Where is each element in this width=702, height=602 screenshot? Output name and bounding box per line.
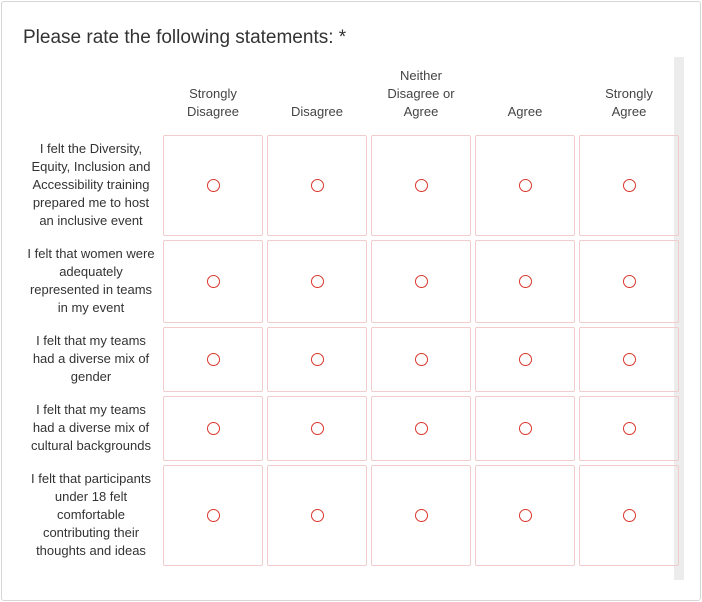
option-cell[interactable] [163, 465, 263, 566]
option-cell[interactable] [579, 396, 679, 461]
option-cell[interactable] [267, 240, 367, 323]
radio-button[interactable] [206, 509, 220, 522]
option-cell[interactable] [371, 396, 471, 461]
question-title: Please rate the following statements: * [23, 27, 347, 48]
row-label: I felt that my teams had a diverse mix o… [31, 402, 151, 453]
option-cell[interactable] [267, 465, 367, 566]
option-cell[interactable] [371, 327, 471, 392]
option-cell[interactable] [371, 240, 471, 323]
radio-button[interactable] [206, 353, 220, 366]
radio-button[interactable] [206, 179, 220, 192]
option-cell[interactable] [475, 465, 575, 566]
radio-button[interactable] [622, 509, 636, 522]
column-header: Disagree [290, 104, 344, 119]
radio-button[interactable] [518, 353, 532, 366]
column-header: Strongly Disagree [186, 86, 240, 119]
radio-button[interactable] [310, 422, 324, 435]
radio-button[interactable] [622, 179, 636, 192]
column-header: Neither Disagree or Agree [387, 68, 455, 119]
option-cell[interactable] [579, 240, 679, 323]
option-cell[interactable] [163, 327, 263, 392]
radio-button[interactable] [414, 275, 428, 288]
option-cell[interactable] [267, 396, 367, 461]
scroll-shadow [674, 57, 684, 580]
column-header: Strongly Agree [605, 86, 653, 119]
row-label: I felt that participants under 18 felt c… [31, 471, 151, 558]
corner [23, 67, 159, 131]
radio-button[interactable] [310, 509, 324, 522]
option-cell[interactable] [267, 135, 367, 236]
radio-button[interactable] [310, 353, 324, 366]
option-cell[interactable] [163, 396, 263, 461]
option-cell[interactable] [579, 465, 679, 566]
option-cell[interactable] [163, 240, 263, 323]
row-label: I felt that women were adequately repres… [27, 246, 155, 315]
radio-button[interactable] [518, 275, 532, 288]
option-cell[interactable] [579, 135, 679, 236]
radio-button[interactable] [622, 422, 636, 435]
row-label: I felt the Diversity, Equity, Inclusion … [31, 141, 151, 228]
radio-button[interactable] [310, 275, 324, 288]
radio-button[interactable] [414, 353, 428, 366]
option-cell[interactable] [163, 135, 263, 236]
radio-button[interactable] [414, 179, 428, 192]
radio-button[interactable] [622, 353, 636, 366]
option-cell[interactable] [371, 135, 471, 236]
option-cell[interactable] [371, 465, 471, 566]
column-header: Agree [507, 104, 543, 119]
radio-button[interactable] [414, 509, 428, 522]
option-cell[interactable] [475, 135, 575, 236]
option-cell[interactable] [267, 327, 367, 392]
radio-button[interactable] [206, 275, 220, 288]
radio-button[interactable] [310, 179, 324, 192]
option-cell[interactable] [475, 327, 575, 392]
rating-matrix: Strongly Disagree Disagree Neither Disagre… [23, 67, 679, 566]
row-label: I felt that my teams had a diverse mix o… [32, 333, 150, 384]
radio-button[interactable] [518, 422, 532, 435]
radio-button[interactable] [414, 422, 428, 435]
option-cell[interactable] [475, 396, 575, 461]
option-cell[interactable] [475, 240, 575, 323]
option-cell[interactable] [579, 327, 679, 392]
radio-button[interactable] [518, 509, 532, 522]
radio-button[interactable] [206, 422, 220, 435]
radio-button[interactable] [518, 179, 532, 192]
radio-button[interactable] [622, 275, 636, 288]
